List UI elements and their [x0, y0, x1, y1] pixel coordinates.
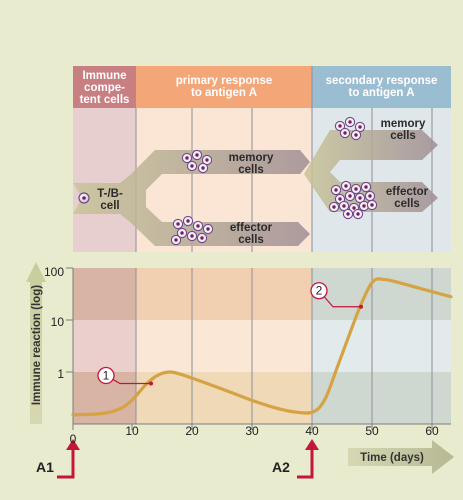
chart-background: [66, 267, 451, 430]
effector-cells-icon: [170, 215, 214, 246]
memory-cell-nucleus: [338, 124, 342, 128]
memory-cell-nucleus: [358, 125, 362, 129]
y-axis-label: Immune reaction (log): [31, 285, 43, 405]
effector-cell-nucleus: [346, 212, 350, 216]
effector-cells-label-line1: effector: [229, 222, 273, 234]
effector-cell-nucleus: [206, 227, 210, 231]
memory-cells-secondary-label: memory cells: [370, 118, 436, 142]
x-tick-0: 0: [70, 432, 77, 446]
x-tick-50: 50: [365, 424, 379, 438]
phase-label-secondary: secondary response to antigen A: [312, 75, 451, 99]
phase-label-secondary-line2: to antigen A: [348, 87, 415, 99]
x-tick-40: 40: [305, 424, 319, 438]
effector-cell-nucleus: [342, 204, 346, 208]
annotation-point: [359, 304, 363, 309]
effector-cell-nucleus: [356, 212, 360, 216]
annotation-marker-2: [310, 282, 328, 300]
y-tick-100: 100: [44, 265, 64, 279]
phase-label-primary-line2: to antigen A: [190, 87, 257, 99]
annotation-marker-1: [97, 366, 115, 385]
annotation-marker-label: 2: [316, 284, 323, 298]
annotation-point: [149, 381, 153, 386]
effector-cell-nucleus: [176, 222, 180, 226]
memory-cell-nucleus: [343, 131, 347, 135]
effector-cell-nucleus: [334, 188, 338, 192]
phase-label-secondary-line1: secondary response: [325, 75, 438, 87]
effector-cells-secondary-label: effector cells: [370, 186, 444, 210]
memory-cells-icon: [181, 149, 213, 174]
effector-cell-nucleus: [180, 231, 184, 235]
phase-label-primary: primary response to antigen A: [136, 75, 312, 99]
effector-cells-label-line2: cells: [238, 234, 264, 246]
memory-cell-nucleus: [185, 156, 189, 160]
effector-cell-nucleus: [186, 219, 190, 223]
memory-cells-label-line1: memory: [228, 152, 274, 164]
y-tick-1: 1: [57, 367, 64, 381]
annotation-marker-label: 1: [103, 369, 110, 383]
effector-cell-nucleus: [344, 184, 348, 188]
x-axis-label: Time (days): [360, 452, 424, 464]
effector-cells-secondary-icon: [328, 180, 378, 220]
antigen-a2-label: A2: [272, 459, 290, 475]
effector-cells-secondary-label-line2: cells: [394, 198, 420, 210]
effector-cell-nucleus: [358, 196, 362, 200]
effector-cell-nucleus: [196, 224, 200, 228]
memory-cells-label-line2: cells: [238, 164, 264, 176]
phase-label-competent: Immune compe- tent cells: [73, 70, 136, 106]
memory-cell-nucleus: [201, 166, 205, 170]
chart-layer: 12: [71, 277, 453, 417]
memory-cell-nucleus: [205, 158, 209, 162]
effector-cell-nucleus: [338, 197, 342, 201]
memory-cell-nucleus: [348, 120, 352, 124]
effector-cell-nucleus: [362, 204, 366, 208]
phase-label-primary-line1: primary response: [175, 75, 273, 87]
antigen-a1-arrow: [57, 439, 80, 479]
x-tick-10: 10: [125, 424, 139, 438]
t-b-cell-label: T-/B- cell: [90, 188, 130, 212]
phase-label-competent-line2: compe-: [84, 82, 125, 94]
memory-cell-nucleus: [354, 133, 358, 137]
memory-cells-secondary-icon: [334, 116, 366, 141]
t-b-cell-label-line1: T-/B-: [97, 188, 123, 200]
phase-label-competent-line3: tent cells: [79, 94, 130, 106]
memory-cells-secondary-label-line1: memory: [380, 118, 426, 130]
immune-response-curve: [71, 277, 453, 417]
effector-cell-nucleus: [174, 238, 178, 242]
effector-cell-nucleus: [354, 187, 358, 191]
t-b-cell-label-line2: cell: [100, 200, 120, 212]
memory-cell-nucleus: [195, 153, 199, 157]
x-tick-30: 30: [245, 424, 259, 438]
x-tick-60: 60: [425, 424, 439, 438]
effector-cell-nucleus: [348, 194, 352, 198]
memory-cells-label: memory cells: [216, 152, 286, 176]
antigen-a2-arrow: [297, 439, 319, 479]
effector-cell-nucleus: [370, 203, 374, 207]
antigen-a1-label: A1: [36, 459, 54, 475]
effector-cell-nucleus: [364, 185, 368, 189]
memory-cells-secondary-label-line2: cells: [390, 130, 416, 142]
effector-cell-nucleus: [190, 234, 194, 238]
y-axis-arrow: [26, 262, 46, 424]
y-tick-10: 10: [51, 315, 65, 329]
t-b-cell-icon: [78, 192, 90, 204]
effector-cells-secondary-label-line1: effector: [385, 186, 429, 198]
effector-cell-nucleus: [200, 236, 204, 240]
memory-cell-nucleus: [190, 164, 194, 168]
effector-cells-label: effector cells: [214, 222, 288, 246]
effector-cell-nucleus: [368, 194, 372, 198]
phase-label-competent-line1: Immune: [82, 70, 127, 82]
x-tick-20: 20: [185, 424, 199, 438]
effector-cell-nucleus: [352, 206, 356, 210]
effector-cell-nucleus: [332, 205, 336, 209]
x-axis-arrow: [348, 440, 454, 474]
